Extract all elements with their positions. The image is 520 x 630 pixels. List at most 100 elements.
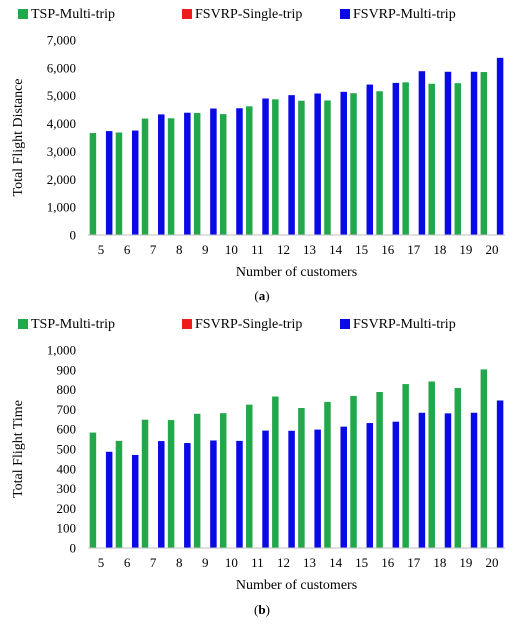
bar-a-0-10 [219,114,227,235]
x-axis-title-a: Number of customers [236,265,357,280]
bar-a-2-8 [184,112,191,235]
y-axis-title-b: Total Flight Time [11,400,26,498]
bar-b-2-11 [262,430,269,548]
legend-swatch-b-1 [182,319,192,329]
x-tick-label-a-13: 18 [433,242,446,257]
y-tick-label-b-8: 800 [57,382,77,397]
bar-a-0-20 [480,72,488,235]
bar-a-0-17 [402,82,409,235]
bar-a-0-6 [115,132,123,235]
bar-b-0-5 [89,432,97,548]
y-tick-label-b-0: 0 [70,541,77,556]
legend-label-b-2: FSVRP-Multi-trip [353,317,456,332]
bar-b-2-14 [340,426,347,548]
x-tick-label-a-0: 5 [98,242,105,257]
x-tick-label-b-0: 5 [98,555,105,570]
y-ticks-a: 0 1,000 2,000 3,000 4,000 5,000 6,000 7,000 [47,33,76,243]
x-tick-label-a-4: 9 [202,242,209,257]
bar-a-2-10 [236,108,243,235]
bar-a-2-17 [418,71,426,235]
legend-swatch-a-2 [340,9,350,19]
x-ticks-b: 5 6 7 8 9 10 11 12 13 14 15 16 17 18 19 20 [98,555,499,570]
x-tick-label-a-8: 13 [303,242,316,257]
y-axis-title-a: Total Flight Distance [11,78,26,196]
legend-swatch-b-0 [18,319,28,329]
bar-b-0-7 [141,419,149,548]
bar-a-0-16 [376,91,383,235]
bar-b-2-9 [210,440,217,548]
x-tick-label-a-7: 12 [277,242,290,257]
bar-a-0-14 [324,100,331,235]
bar-b-0-18 [428,381,435,548]
y-tick-label-b-2: 200 [57,501,77,516]
bar-b-0-11 [246,404,253,548]
bar-a-0-8 [167,118,175,235]
bar-a-2-6 [131,130,139,235]
bar-b-2-8 [184,443,191,548]
x-tick-label-a-6: 11 [251,242,264,257]
panel-letter-b: b [258,602,265,617]
bar-a-2-12 [288,95,295,235]
chart-panel-a: TSP-Multi-trip FSVRP-Single-trip FSVRP-Mul… [11,7,505,303]
bar-b-2-16 [392,421,400,548]
x-tick-label-b-13: 18 [433,555,446,570]
bar-b-0-8 [167,420,175,548]
y-tick-label-a-6: 6,000 [47,60,76,75]
x-tick-label-a-11: 16 [381,242,395,257]
bar-a-2-7 [158,114,165,235]
bar-a-2-13 [314,93,321,236]
bar-b-2-17 [418,412,426,548]
bar-a-2-20 [496,57,504,235]
x-tick-label-b-12: 17 [407,555,421,570]
bar-b-0-13 [298,408,305,548]
bar-a-2-9 [210,108,217,235]
y-tick-label-b-4: 400 [57,461,77,476]
bar-b-2-5 [105,451,113,548]
bar-b-0-14 [324,401,331,548]
legend-label-b-0: TSP-Multi-trip [31,317,115,332]
bar-b-0-19 [454,388,462,548]
bar-b-0-6 [115,440,123,548]
bar-a-0-18 [428,83,435,236]
x-tick-label-b-8: 13 [303,555,316,570]
x-tick-label-b-3: 8 [176,555,183,570]
bar-a-2-14 [340,91,347,235]
x-tick-label-a-12: 17 [407,242,421,257]
legend-swatch-a-1 [182,9,192,19]
legend-swatch-a-0 [18,9,28,19]
chart-panel-b: TSP-Multi-trip FSVRP-Single-trip FSVRP-Mul… [11,317,505,617]
panel-letter-a: a [259,288,266,303]
bar-b-2-6 [131,454,139,548]
y-tick-label-b-1: 100 [57,521,77,536]
bar-a-0-5 [89,133,97,235]
y-tick-label-b-10: 1,000 [47,343,76,358]
x-tick-label-a-5: 10 [225,242,238,257]
bar-b-0-12 [272,396,279,548]
y-tick-label-a-3: 3,000 [47,144,76,159]
bar-a-2-18 [444,71,452,235]
bar-a-0-13 [298,100,305,235]
bars-b [89,369,504,548]
x-tick-label-b-15: 20 [485,555,498,570]
panel-label-a: (a) [254,288,269,303]
x-tick-label-b-1: 6 [124,555,131,570]
bar-a-2-15 [366,84,374,235]
bar-b-0-20 [480,369,488,548]
bar-a-0-12 [272,99,279,235]
bar-b-2-19 [470,412,478,548]
x-tick-label-b-14: 19 [459,555,472,570]
bar-a-2-11 [262,98,269,235]
bar-b-2-13 [314,429,321,548]
y-tick-label-a-1: 1,000 [47,200,76,215]
y-tick-label-b-9: 900 [57,362,77,377]
x-tick-label-a-1: 6 [124,242,131,257]
y-tick-label-b-6: 600 [57,422,77,437]
bar-b-2-20 [496,400,504,548]
bar-b-2-15 [366,423,374,548]
panel-label-b: (b) [254,602,270,617]
bar-b-0-17 [402,384,409,548]
y-tick-label-a-4: 4,000 [47,116,76,131]
y-tick-label-a-0: 0 [70,228,77,243]
x-ticks-a: 5 6 7 8 9 10 11 12 13 14 15 16 17 18 19 20 [98,242,499,257]
